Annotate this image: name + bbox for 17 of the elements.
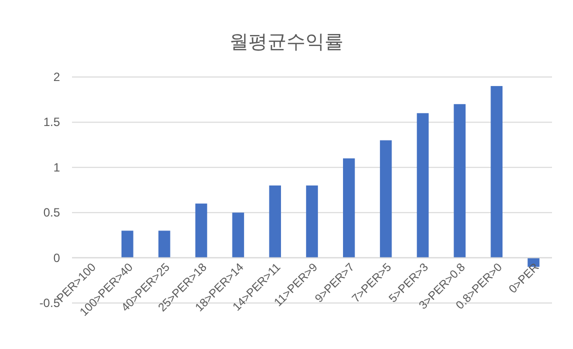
bar [269,185,281,258]
chart-title: 월평균수익률 [230,32,344,53]
bar [121,230,134,258]
bar [416,113,429,258]
y-tick-label: 0.5 [43,206,60,220]
bar [195,204,208,258]
bar [454,104,466,258]
y-tick-label: 0 [53,250,60,265]
y-tick-label: 1.5 [43,115,60,130]
bar [490,86,503,258]
bar [380,140,392,258]
y-tick-label: 1 [53,160,60,174]
y-tick-label: 2 [53,70,60,84]
bar [158,230,170,258]
bar [232,212,244,258]
bar [306,185,318,258]
bar [343,158,355,258]
